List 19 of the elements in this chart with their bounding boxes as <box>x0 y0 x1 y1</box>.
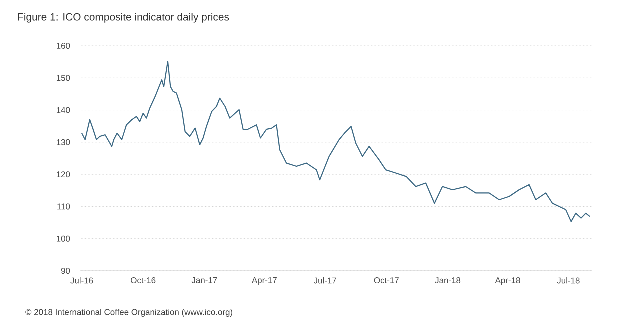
x-tick-label: Apr-17 <box>252 278 277 286</box>
y-tick-label: 120 <box>56 172 70 178</box>
text: © 2018 International Coffee Organization (www.ico.org) <box>26 309 233 317</box>
y-tick-label: 100 <box>56 236 70 242</box>
x-tick-label: Jan-17 <box>192 278 218 284</box>
x-tick-label: Oct-16 <box>131 278 156 284</box>
y-tick-label: 110 <box>58 204 70 210</box>
y-tick-label: 90 <box>61 268 70 274</box>
x-tick-label: Jul-18 <box>557 278 580 284</box>
y-tick-label: 140 <box>56 107 70 114</box>
x-tick-label: Jan-18 <box>435 278 461 284</box>
x-tick-label: Jul-17 <box>314 278 336 284</box>
x-tick-label: Jul-16 <box>70 278 94 284</box>
chart-title: Figure 1: ICO composite indicator daily prices <box>18 13 230 23</box>
x-tick-label: Oct-17 <box>374 278 399 284</box>
y-tick-label: 150 <box>56 75 70 82</box>
y-tick-label: 160 <box>56 43 70 49</box>
y-tick-label: 130 <box>56 139 70 146</box>
x-tick-label: Apr-18 <box>495 278 520 286</box>
